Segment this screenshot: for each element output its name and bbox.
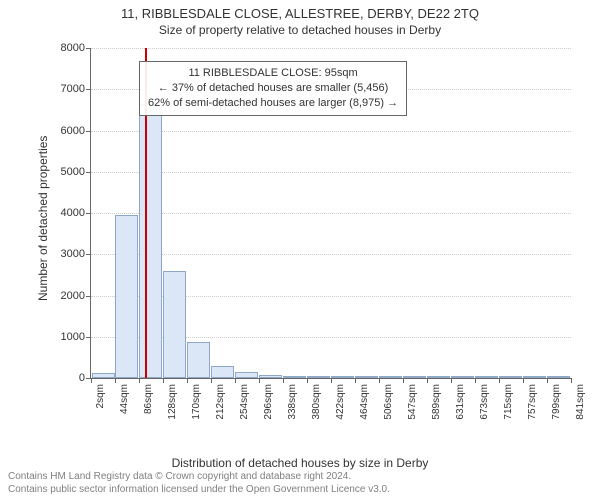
plot-area: 0100020003000400050006000700080002sqm44s… — [90, 48, 571, 379]
xtick-label: 631sqm — [455, 384, 466, 420]
ytick-label: 5000 — [61, 166, 85, 178]
xtick-mark — [187, 378, 188, 383]
page-title: 11, RIBBLESDALE CLOSE, ALLESTREE, DERBY,… — [0, 0, 600, 21]
xtick-mark — [163, 378, 164, 383]
xtick-mark — [259, 378, 260, 383]
xtick-mark — [379, 378, 380, 383]
info-box-line2: ← 37% of detached houses are smaller (5,… — [148, 81, 398, 96]
footer-line1: Contains HM Land Registry data © Crown c… — [8, 470, 390, 483]
histogram-bar — [547, 376, 570, 378]
info-box-line3: 62% of semi-detached houses are larger (… — [148, 96, 398, 111]
ytick-label: 2000 — [61, 290, 85, 302]
histogram-bar — [259, 375, 282, 378]
histogram-bar — [92, 373, 115, 378]
histogram-bar — [355, 376, 378, 378]
xtick-mark — [403, 378, 404, 383]
xtick-label: 464sqm — [359, 384, 370, 420]
gridline — [91, 254, 571, 255]
xtick-label: 841sqm — [575, 384, 586, 420]
ytick-mark — [86, 48, 91, 49]
histogram-bar — [211, 366, 234, 378]
xtick-mark — [499, 378, 500, 383]
xtick-mark — [331, 378, 332, 383]
xtick-label: 715sqm — [503, 384, 514, 420]
xtick-mark — [211, 378, 212, 383]
ytick-label: 0 — [79, 372, 85, 384]
xtick-label: 338sqm — [287, 384, 298, 420]
xtick-mark — [115, 378, 116, 383]
histogram-bar — [115, 215, 138, 378]
ytick-mark — [86, 337, 91, 338]
ytick-mark — [86, 254, 91, 255]
xtick-label: 757sqm — [527, 384, 538, 420]
histogram-bar — [283, 376, 306, 378]
histogram-bar — [403, 376, 426, 378]
ytick-label: 1000 — [61, 331, 85, 343]
xtick-mark — [547, 378, 548, 383]
xtick-mark — [91, 378, 92, 383]
xtick-mark — [307, 378, 308, 383]
ytick-label: 6000 — [61, 125, 85, 137]
info-box-line1: 11 RIBBLESDALE CLOSE: 95sqm — [148, 66, 398, 81]
footer-line2: Contains public sector information licen… — [8, 483, 390, 496]
histogram-bar — [379, 376, 402, 378]
xtick-label: 212sqm — [215, 384, 226, 420]
gridline — [91, 172, 571, 173]
xtick-label: 2sqm — [95, 384, 106, 408]
xtick-mark — [475, 378, 476, 383]
histogram-bar — [307, 376, 330, 378]
histogram-bar — [235, 372, 258, 378]
xtick-mark — [355, 378, 356, 383]
xtick-label: 589sqm — [431, 384, 442, 420]
ytick-label: 3000 — [61, 248, 85, 260]
x-axis-title: Distribution of detached houses by size … — [0, 456, 600, 470]
page-subtitle: Size of property relative to detached ho… — [0, 21, 600, 37]
xtick-label: 422sqm — [335, 384, 346, 420]
gridline — [91, 131, 571, 132]
histogram-bar — [163, 271, 186, 378]
histogram-bar — [331, 376, 354, 378]
ytick-mark — [86, 213, 91, 214]
xtick-mark — [427, 378, 428, 383]
gridline — [91, 48, 571, 49]
xtick-label: 44sqm — [119, 384, 130, 414]
histogram-bar — [523, 376, 546, 378]
xtick-label: 799sqm — [551, 384, 562, 420]
xtick-mark — [571, 378, 572, 383]
histogram-bar — [451, 376, 474, 378]
xtick-label: 86sqm — [143, 384, 154, 414]
ytick-mark — [86, 131, 91, 132]
histogram-bar — [139, 104, 162, 378]
xtick-label: 296sqm — [263, 384, 274, 420]
xtick-label: 506sqm — [383, 384, 394, 420]
ytick-mark — [86, 89, 91, 90]
info-box: 11 RIBBLESDALE CLOSE: 95sqm← 37% of deta… — [139, 61, 407, 116]
histogram-bar — [187, 342, 210, 378]
ytick-label: 8000 — [61, 42, 85, 54]
histogram-bar — [475, 376, 498, 378]
xtick-label: 547sqm — [407, 384, 418, 420]
ytick-mark — [86, 296, 91, 297]
xtick-label: 170sqm — [191, 384, 202, 420]
ytick-label: 7000 — [61, 83, 85, 95]
chart-wrap: Number of detached properties 0100020003… — [50, 48, 580, 418]
ytick-mark — [86, 172, 91, 173]
xtick-mark — [523, 378, 524, 383]
xtick-label: 380sqm — [311, 384, 322, 420]
histogram-bar — [427, 376, 450, 378]
xtick-mark — [235, 378, 236, 383]
xtick-mark — [283, 378, 284, 383]
chart-container: 11, RIBBLESDALE CLOSE, ALLESTREE, DERBY,… — [0, 0, 600, 500]
histogram-bar — [499, 376, 522, 378]
y-axis-title: Number of detached properties — [36, 136, 50, 301]
xtick-label: 673sqm — [479, 384, 490, 420]
ytick-label: 4000 — [61, 207, 85, 219]
footer-attribution: Contains HM Land Registry data © Crown c… — [8, 470, 390, 496]
xtick-label: 254sqm — [239, 384, 250, 420]
xtick-mark — [451, 378, 452, 383]
xtick-mark — [139, 378, 140, 383]
gridline — [91, 213, 571, 214]
xtick-label: 128sqm — [167, 384, 178, 420]
